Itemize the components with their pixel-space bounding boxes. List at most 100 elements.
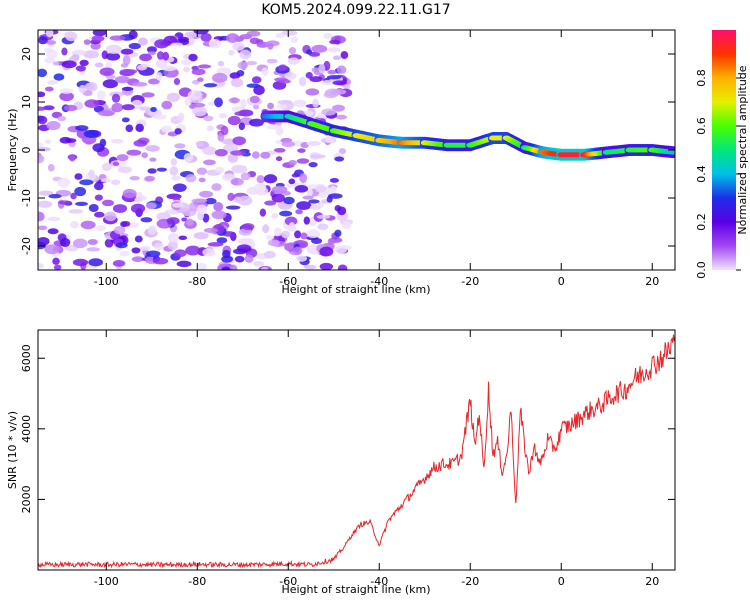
- heatmap-noise-cell: [230, 77, 244, 88]
- heatmap-noise-cell: [38, 262, 44, 269]
- heatmap-noise-cell: [306, 49, 313, 55]
- heatmap-noise-cell: [246, 83, 261, 88]
- heatmap-noise-cell: [322, 32, 334, 39]
- heatmap-noise-cell: [334, 205, 342, 212]
- heatmap-noise-cell: [155, 72, 163, 81]
- heatmap-noise-cell: [126, 149, 142, 156]
- heatmap-noise-cell: [204, 197, 217, 205]
- heatmap-noise-cell: [133, 139, 148, 147]
- heatmap-noise-cell: [75, 125, 89, 131]
- heatmap-noise-cell: [274, 227, 282, 237]
- heatmap-noise-cell: [192, 106, 208, 117]
- heatmap-noise-cell: [303, 264, 317, 270]
- heatmap-noise-cell: [102, 79, 118, 89]
- heatmap-noise-cell: [59, 88, 74, 94]
- spectrogram-panel: -100 -80 -60 -40 -20 0 20 20 10 0 -10 -20 Height of…: [6, 29, 676, 296]
- heatmap-noise-cell: [294, 184, 309, 193]
- heatmap-noise-cell: [129, 175, 140, 181]
- snr-xtick-label: 20: [645, 575, 659, 588]
- heatmap-noise-cell: [248, 118, 264, 127]
- heatmap-noise-cell: [278, 64, 288, 71]
- heatmap-noise-cell: [120, 48, 134, 55]
- heatmap-noise-cell: [336, 114, 348, 120]
- heatmap-noise-cell: [287, 57, 300, 65]
- heatmap-noise-cell: [337, 264, 348, 270]
- heatmap-noise-cell: [83, 129, 100, 138]
- heatmap-noise-cell: [283, 196, 295, 205]
- heatmap-noise-cell: [234, 111, 247, 116]
- heatmap-noise-cell: [211, 210, 227, 220]
- heatmap-noise-cell: [330, 88, 347, 95]
- snr-series-line: [38, 334, 675, 569]
- heatmap-noise-cell: [267, 102, 274, 110]
- heatmap-noise-cell: [311, 237, 323, 244]
- heatmap-noise-cell: [203, 115, 214, 122]
- colorbar: 0.0 0.2 0.4 0.6 0.8 Normalized spectral ampl…: [695, 30, 749, 279]
- heatmap-noise-cell: [101, 178, 111, 183]
- heatmap-noise-cell: [263, 174, 278, 184]
- heatmap-noise-cell: [317, 223, 329, 231]
- heatmap-noise-cell: [94, 62, 104, 68]
- heatmap-noise-cell: [321, 108, 337, 116]
- heatmap-cells: [38, 30, 675, 270]
- heatmap-noise-cell: [38, 142, 44, 148]
- heatmap-noise-cell: [306, 229, 320, 238]
- snr-xtick-label: -40: [370, 575, 388, 588]
- heatmap-noise-cell: [173, 78, 181, 86]
- heatmap-noise-cell: [329, 39, 341, 45]
- snr-xtick-label: -20: [461, 575, 479, 588]
- heatmap-noise-cell: [300, 232, 308, 240]
- heatmap-noise-cell: [161, 65, 177, 72]
- heatmap-noise-cell: [193, 30, 209, 35]
- heatmap-noise-cell: [44, 86, 54, 92]
- heatmap-noise-cell: [128, 30, 138, 40]
- heatmap-noise-cell: [47, 216, 61, 222]
- snr-ytick-label: 6000: [20, 344, 33, 372]
- heatmap-noise-cell: [206, 125, 214, 132]
- heatmap-noise-cell: [152, 257, 169, 265]
- heatmap-noise-cell: [65, 31, 78, 42]
- heatmap-noise-cell: [334, 156, 345, 162]
- heatmap-noise-cell: [38, 154, 45, 164]
- heatmap-noise-cell: [185, 174, 197, 183]
- heatmap-noise-cell: [38, 115, 48, 125]
- heatmap-noise-cell: [83, 39, 91, 45]
- heatmap-noise-cell: [203, 159, 216, 166]
- heatmap-noise-cell: [65, 138, 77, 143]
- heatmap-noise-cell: [113, 226, 126, 235]
- heatmap-noise-cell: [198, 177, 206, 183]
- heatmap-noise-cell: [74, 173, 83, 180]
- heatmap-noise-cell: [88, 203, 99, 213]
- heatmap-noise-cell: [145, 250, 161, 258]
- heatmap-noise-cell: [196, 77, 204, 82]
- heatmap-noise-cell: [267, 239, 280, 247]
- heatmap-noise-cell: [111, 93, 121, 103]
- heatmap-noise-cell: [140, 217, 153, 223]
- heatmap-noise-cell: [47, 228, 59, 235]
- heatmap-noise-cell: [44, 47, 53, 53]
- heatmap-noise-cell: [228, 97, 241, 104]
- heatmap-noise-cell: [273, 147, 286, 153]
- heatmap-noise-cell: [227, 192, 235, 201]
- heatmap-noise-cell: [214, 97, 223, 108]
- heatmap-noise-cell: [79, 59, 89, 67]
- heatmap-noise-cell: [70, 192, 77, 200]
- heatmap-noise-cell: [171, 175, 181, 181]
- heatmap-noise-cell: [141, 92, 155, 98]
- heatmap-noise-cell: [246, 61, 258, 66]
- heatmap-noise-cell: [78, 84, 87, 94]
- heatmap-noise-cell: [218, 113, 228, 119]
- heatmap-noise-cell: [237, 61, 249, 70]
- heatmap-noise-cell: [145, 145, 160, 152]
- heatmap-noise-cell: [88, 169, 95, 178]
- heatmap-noise-cell: [264, 200, 277, 206]
- heatmap-noise-cell: [136, 64, 148, 71]
- heatmap-noise-cell: [332, 55, 342, 61]
- heatmap-noise-cell: [93, 182, 104, 191]
- colorbar-gradient: [712, 30, 736, 270]
- heatmap-noise-cell: [295, 255, 308, 262]
- heatmap-noise-cell: [295, 209, 303, 215]
- heatmap-noise-cell: [139, 53, 152, 62]
- heatmap-noise-cell: [316, 214, 331, 219]
- heatmap-noise-cell: [166, 217, 180, 225]
